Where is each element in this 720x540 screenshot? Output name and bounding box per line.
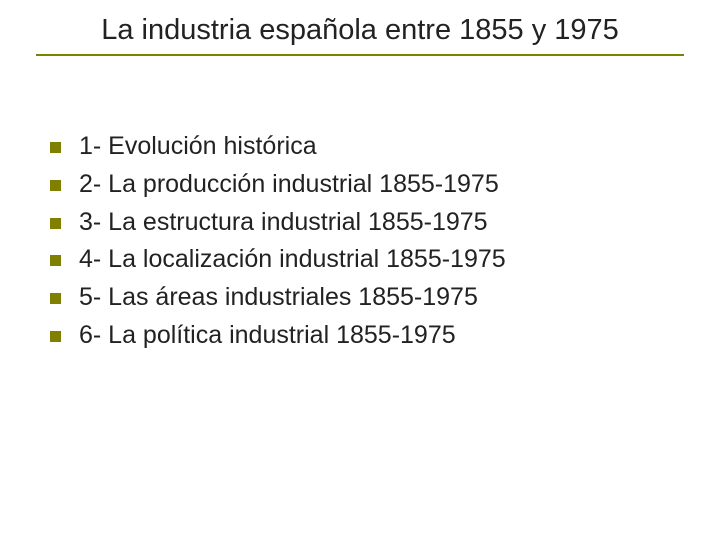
list-item-text: 5- Las áreas industriales 1855-1975 (79, 281, 478, 315)
list-item: 6- La política industrial 1855-1975 (50, 319, 670, 353)
list-item: 4- La localización industrial 1855-1975 (50, 243, 670, 277)
list-item: 3- La estructura industrial 1855-1975 (50, 206, 670, 240)
list-item: 2- La producción industrial 1855-1975 (50, 168, 670, 202)
slide: La industria española entre 1855 y 1975 … (0, 0, 720, 540)
title-underline (36, 54, 684, 56)
square-bullet-icon (50, 255, 61, 266)
square-bullet-icon (50, 142, 61, 153)
list-item-text: 3- La estructura industrial 1855-1975 (79, 206, 488, 240)
square-bullet-icon (50, 180, 61, 191)
list-item-text: 1- Evolución histórica (79, 130, 317, 164)
title-block: La industria española entre 1855 y 1975 (36, 12, 684, 56)
list-item-text: 6- La política industrial 1855-1975 (79, 319, 456, 353)
list-item: 1- Evolución histórica (50, 130, 670, 164)
slide-title: La industria española entre 1855 y 1975 (36, 12, 684, 54)
square-bullet-icon (50, 293, 61, 304)
list-item: 5- Las áreas industriales 1855-1975 (50, 281, 670, 315)
list-item-text: 2- La producción industrial 1855-1975 (79, 168, 499, 202)
bullet-list: 1- Evolución histórica 2- La producción … (50, 130, 670, 357)
list-item-text: 4- La localización industrial 1855-1975 (79, 243, 506, 277)
square-bullet-icon (50, 218, 61, 229)
square-bullet-icon (50, 331, 61, 342)
